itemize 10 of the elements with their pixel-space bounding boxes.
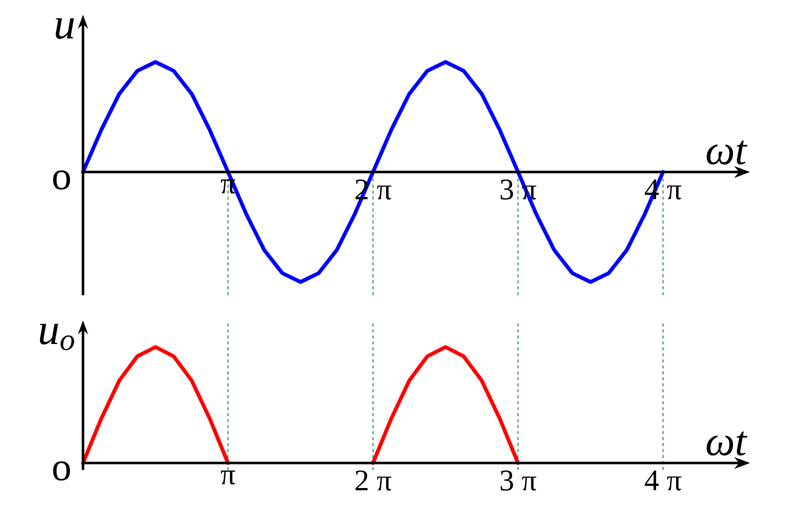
x-tick-label: 4 π bbox=[644, 470, 682, 490]
y-axis-title: u$_{o}$ bbox=[40, 324, 74, 350]
y-axis-title: u bbox=[56, 18, 74, 39]
x-tick-label: 3 π bbox=[500, 470, 536, 491]
text: o bbox=[53, 461, 70, 481]
x-tick-label: 2 π bbox=[356, 470, 392, 491]
x-axis-title: ωt bbox=[706, 140, 748, 164]
x-tick-label: π bbox=[220, 470, 236, 485]
text: o bbox=[53, 170, 70, 190]
x-axis-title: ωt bbox=[706, 432, 748, 456]
